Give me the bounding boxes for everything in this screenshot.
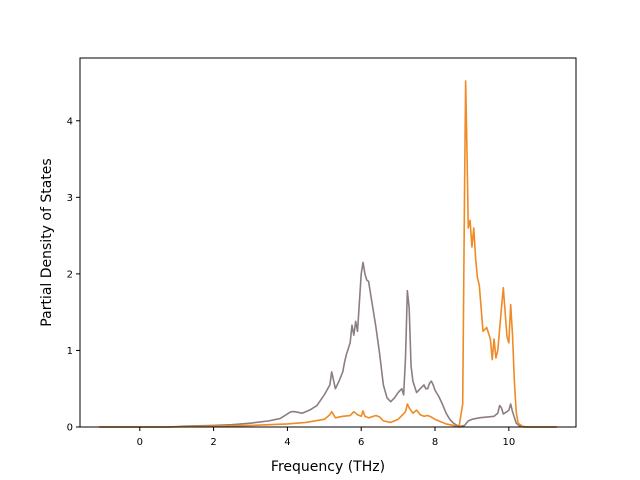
series-line-2 (99, 80, 557, 428)
x-tick-label: 6 (358, 437, 364, 448)
plot-frame (79, 57, 577, 428)
x-tick-label: 8 (432, 437, 438, 448)
series-line-1 (99, 261, 557, 428)
x-tick-label: 0 (137, 437, 143, 448)
y-axis: 0 1 2 3 4 (67, 116, 80, 434)
y-tick-label: 4 (67, 116, 73, 127)
y-tick-label: 3 (67, 193, 73, 204)
x-axis-label: Frequency (THz) (271, 459, 385, 475)
series-layer (99, 80, 557, 428)
y-axis-label: Partial Density of States (39, 158, 55, 326)
y-tick-label: 1 (67, 346, 73, 357)
x-axis: 0 2 4 6 8 10 (137, 427, 515, 448)
y-tick-label: 2 (67, 269, 73, 280)
y-tick-label: 0 (67, 423, 73, 434)
x-tick-label: 4 (284, 437, 290, 448)
x-tick-label: 2 (210, 437, 216, 448)
x-tick-label: 10 (502, 437, 515, 448)
